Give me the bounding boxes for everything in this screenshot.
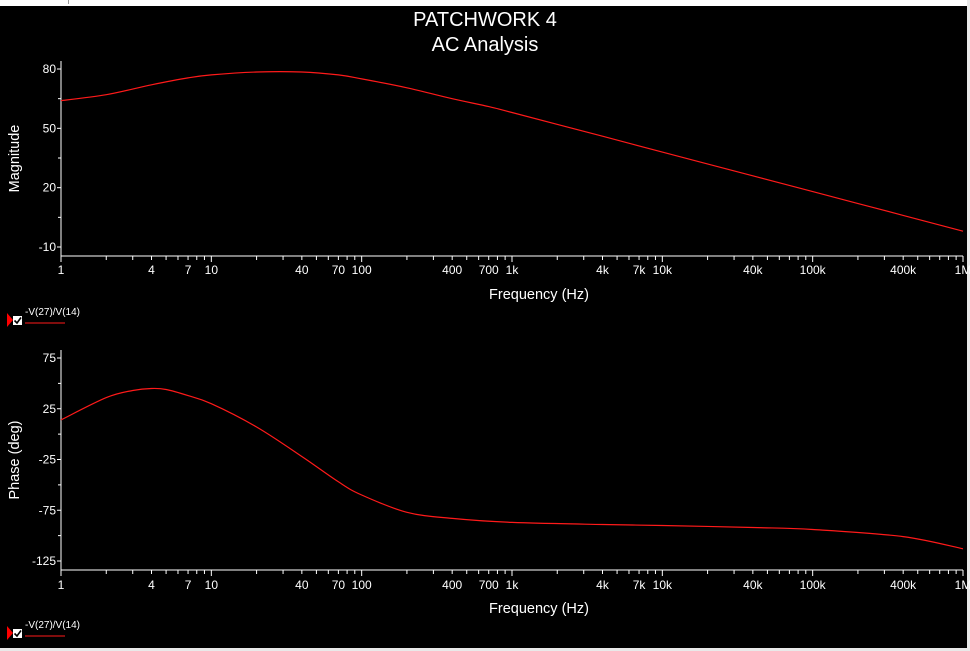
magnitude-y-axis-label: Magnitude (7, 125, 23, 193)
phase-legend-label: -V(27)/V(14) (25, 620, 80, 631)
window-top-tick (68, 0, 69, 4)
magnitude-x-tick-label: 100 (352, 263, 372, 277)
phase-x-tick-label: 400k (890, 578, 917, 592)
chart-title: PATCHWORK 4 (413, 9, 557, 31)
phase-legend-marker-icon (7, 626, 13, 640)
magnitude-legend-checkbox (13, 316, 22, 325)
phase-x-tick-label: 1M (955, 578, 970, 592)
phase-x-tick-label: 40k (743, 578, 763, 592)
magnitude-x-tick-label: 10k (653, 263, 673, 277)
magnitude-y-tick-label: 50 (43, 121, 57, 135)
magnitude-x-tick-label: 7 (185, 263, 192, 277)
phase-y-tick-label: 25 (43, 402, 57, 416)
magnitude-series-line (60, 71, 964, 232)
magnitude-legend-checkmark-icon (13, 317, 22, 325)
magnitude-x-tick-label: 1M (955, 263, 970, 277)
magnitude-x-tick-label: 1k (506, 263, 520, 277)
magnitude-x-tick-label: 10 (205, 263, 219, 277)
magnitude-legend-label: -V(27)/V(14) (25, 307, 80, 318)
magnitude-y-tick-label: 80 (43, 62, 57, 76)
phase-x-tick-label: 100k (800, 578, 827, 592)
window-top-strip (0, 0, 970, 6)
magnitude-x-tick-label: 100k (800, 263, 827, 277)
magnitude-y-tick-label: -10 (39, 240, 57, 254)
phase-x-tick-label: 700 (479, 578, 499, 592)
phase-x-tick-label: 7 (185, 578, 192, 592)
window-bottom-edge (0, 648, 970, 651)
phase-legend-checkbox (13, 629, 22, 638)
magnitude-x-tick-label: 7k (633, 263, 647, 277)
phase-x-tick-label: 400 (442, 578, 462, 592)
phase-x-axis-label: Frequency (Hz) (489, 601, 589, 617)
magnitude-x-tick-label: 4k (596, 263, 610, 277)
phase-x-tick-label: 7k (633, 578, 647, 592)
magnitude-x-tick-label: 40 (295, 263, 309, 277)
phase-y-tick-label: -25 (39, 453, 57, 467)
phase-x-tick-label: 70 (332, 578, 346, 592)
phase-y-tick-label: 75 (43, 351, 57, 365)
phase-y-tick-label: -75 (39, 503, 57, 517)
phase-series-line (60, 387, 964, 550)
phase-x-tick-label: 40 (295, 578, 309, 592)
magnitude-x-tick-label: 70 (332, 263, 346, 277)
magnitude-x-tick-label: 40k (743, 263, 763, 277)
phase-x-tick-label: 10k (653, 578, 673, 592)
phase-x-tick-label: 1k (506, 578, 520, 592)
phase-legend-checkmark-icon (13, 630, 22, 638)
magnitude-x-axis-label: Frequency (Hz) (489, 287, 589, 303)
chart-subtitle: AC Analysis (431, 34, 539, 56)
phase-x-tick-label: 10 (205, 578, 219, 592)
phase-y-axis-label: Phase (deg) (7, 421, 23, 500)
magnitude-x-tick-label: 400 (442, 263, 462, 277)
magnitude-x-tick-label: 1 (58, 263, 65, 277)
phase-x-tick-label: 4k (596, 578, 610, 592)
phase-x-tick-label: 1 (58, 578, 65, 592)
magnitude-x-tick-label: 700 (479, 263, 499, 277)
magnitude-x-tick-label: 400k (890, 263, 917, 277)
magnitude-x-tick-label: 4 (148, 263, 155, 277)
phase-x-tick-label: 4 (148, 578, 155, 592)
window-right-edge (967, 0, 970, 651)
magnitude-legend-marker-icon (7, 313, 13, 327)
phase-x-tick-label: 100 (352, 578, 372, 592)
magnitude-y-tick-label: 20 (43, 181, 57, 195)
phase-y-tick-label: -125 (32, 554, 56, 568)
